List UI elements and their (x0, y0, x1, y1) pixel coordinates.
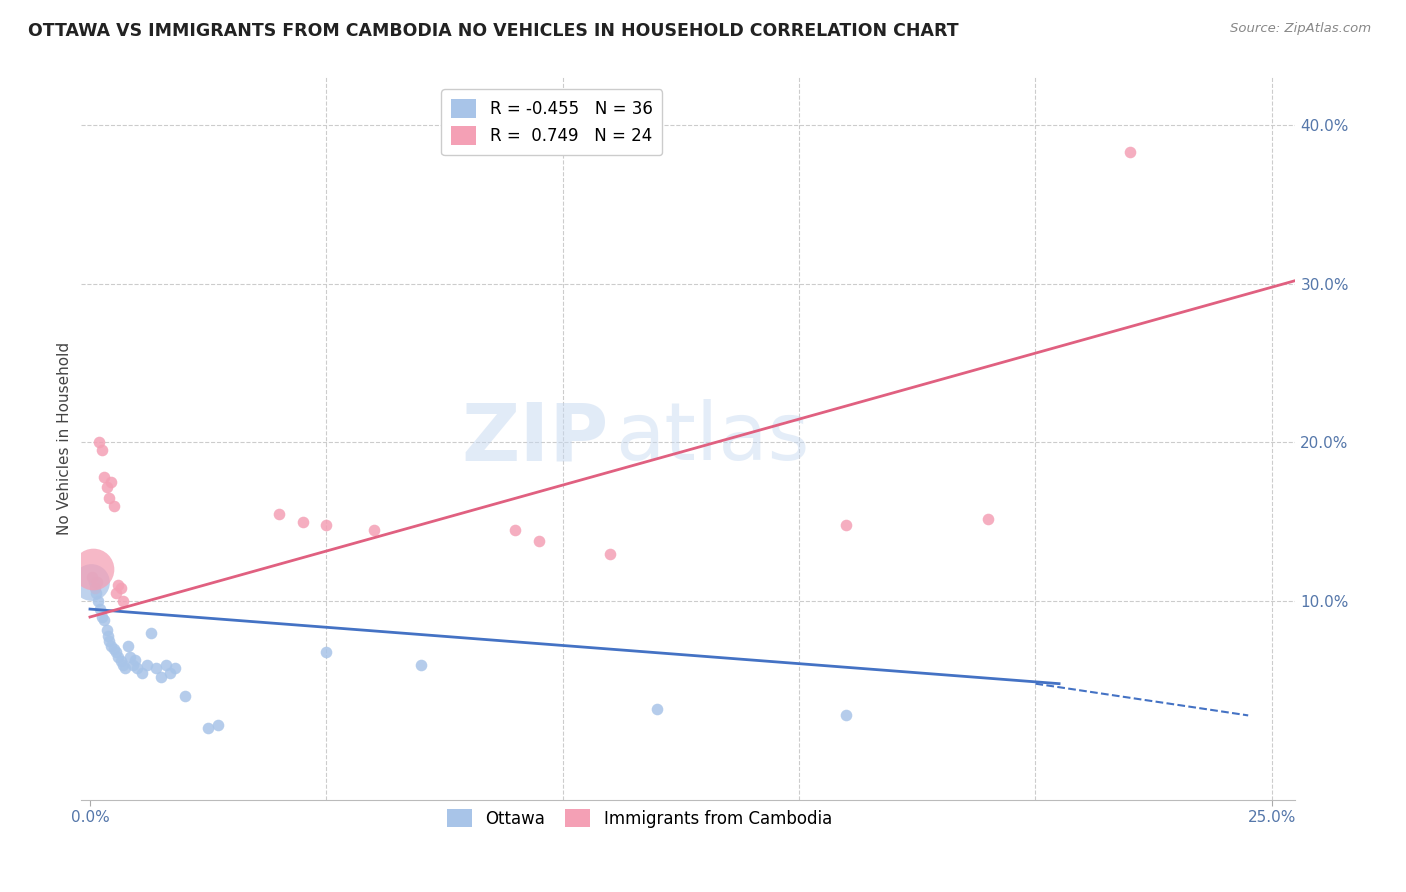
Point (112, 657, 135, 672)
Point (505, 523, 527, 537)
Point (104, 645, 127, 659)
Point (173, 690, 195, 704)
Point (110, 655, 132, 669)
Point (93, 613, 115, 627)
Point (114, 661, 136, 675)
Point (131, 665, 153, 680)
Text: Source: ZipAtlas.com: Source: ZipAtlas.com (1230, 22, 1371, 36)
Legend: Ottawa, Immigrants from Cambodia: Ottawa, Immigrants from Cambodia (440, 803, 838, 835)
Point (112, 594, 135, 608)
Point (87, 594, 110, 608)
Point (82, 562, 104, 576)
Point (100, 639, 122, 653)
Point (107, 649, 129, 664)
Point (84, 586, 107, 600)
Point (80, 575, 103, 590)
Point (82, 570, 104, 584)
Text: ZIP: ZIP (461, 400, 609, 477)
Point (83, 575, 105, 590)
Point (159, 665, 181, 680)
Point (90, 443, 112, 458)
Point (104, 586, 127, 600)
Y-axis label: No Vehicles in Household: No Vehicles in Household (58, 342, 72, 535)
Point (207, 718, 229, 732)
Point (110, 582, 132, 596)
Point (141, 626, 163, 640)
Point (135, 657, 157, 672)
Point (120, 649, 142, 664)
Point (977, 511, 1000, 525)
Point (121, 657, 143, 672)
Point (409, 657, 432, 672)
Point (124, 653, 146, 667)
Point (835, 708, 858, 723)
Point (97, 633, 120, 648)
Point (103, 641, 125, 656)
Point (363, 523, 385, 537)
Point (83, 582, 105, 596)
Point (291, 515, 314, 529)
Point (97, 629, 120, 643)
Point (117, 639, 139, 653)
Point (96, 480, 118, 494)
Point (315, 645, 337, 659)
Point (103, 499, 125, 513)
Point (127, 661, 149, 675)
Point (645, 702, 668, 716)
Point (267, 507, 290, 521)
Point (165, 661, 187, 675)
Point (835, 518, 858, 533)
Text: OTTAWA VS IMMIGRANTS FROM CAMBODIA NO VEHICLES IN HOUSEHOLD CORRELATION CHART: OTTAWA VS IMMIGRANTS FROM CAMBODIA NO VE… (28, 22, 959, 40)
Point (96, 623, 118, 637)
Point (86, 575, 108, 590)
Text: atlas: atlas (614, 400, 810, 477)
Point (107, 578, 129, 592)
Point (155, 657, 177, 672)
Point (100, 475, 122, 489)
Point (145, 661, 167, 675)
Point (599, 547, 621, 561)
Point (89, 602, 111, 616)
Point (93, 470, 115, 484)
Point (90, 610, 112, 624)
Point (197, 721, 219, 735)
Point (89, 435, 111, 450)
Point (527, 533, 550, 548)
Point (97, 491, 120, 505)
Point (315, 518, 337, 533)
Point (149, 670, 172, 684)
Point (1119, 145, 1142, 159)
